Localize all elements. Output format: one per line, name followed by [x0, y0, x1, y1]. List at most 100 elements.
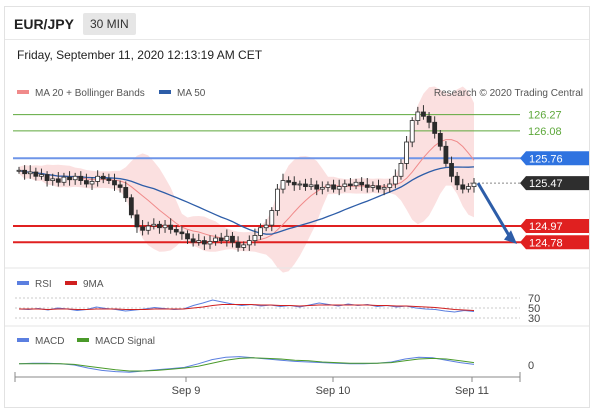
candle-up — [72, 175, 78, 181]
legend-swatch — [159, 90, 171, 94]
candle-up — [392, 175, 398, 185]
candle-up — [353, 181, 359, 187]
candle-down — [230, 235, 235, 243]
timeframe-button[interactable]: 30 MIN — [83, 13, 136, 35]
level-label-support: 124.97 — [529, 221, 563, 233]
candle-down — [218, 237, 224, 241]
candle-down — [303, 183, 308, 187]
legend-swatch — [77, 338, 89, 342]
candle-down — [432, 121, 438, 134]
candle-up — [370, 185, 376, 188]
candle-up — [27, 171, 33, 175]
level-label-resistance: 126.27 — [528, 110, 562, 122]
candle-down — [134, 214, 140, 228]
candle-up — [465, 186, 471, 190]
candle-down — [331, 184, 336, 190]
macd-line — [18, 356, 475, 373]
candle-up — [162, 224, 168, 229]
x-tick-label: Sep 9 — [172, 385, 201, 397]
level-label-support: 124.78 — [529, 237, 563, 249]
level-badge-last — [520, 176, 589, 191]
legend-swatch — [65, 281, 77, 285]
level-badge-support — [520, 219, 589, 233]
candle-down — [100, 175, 106, 180]
candle-down — [67, 176, 72, 181]
level-badge-pivot — [520, 151, 589, 166]
candle-up — [16, 169, 22, 172]
symbol-title: EUR/JPY — [14, 16, 74, 32]
candle-down — [449, 163, 454, 177]
candle-up — [145, 225, 151, 231]
legend-layer: MA 20 + Bollinger Bands MA 50 — [17, 88, 206, 99]
candle-down — [168, 224, 174, 230]
rsi-tick-label: 30 — [528, 313, 540, 325]
candle-down — [426, 115, 432, 123]
candle-up — [196, 240, 202, 243]
forecast-arrow-layer — [476, 182, 517, 244]
candle-up — [269, 210, 275, 226]
legend-label: RSI — [35, 279, 52, 290]
candle-up — [246, 240, 252, 246]
candle-up — [224, 235, 230, 241]
candle-down — [364, 184, 370, 188]
candle-up — [409, 120, 415, 143]
candle-up — [89, 181, 95, 185]
candle-up — [274, 188, 280, 211]
legend-label: MA 50 — [177, 88, 206, 99]
candle-down — [286, 180, 292, 183]
candle-up — [297, 183, 303, 186]
legend-swatch — [17, 90, 29, 94]
candle-down — [140, 226, 145, 231]
level-label-pivot: 125.76 — [529, 153, 563, 165]
legend-swatch — [17, 281, 29, 285]
legend-label: MACD Signal — [95, 336, 155, 347]
x-tick-label: Sep 10 — [316, 385, 351, 397]
rsi-tick-label: 70 — [528, 293, 540, 305]
candle-up — [415, 111, 421, 121]
candle-down — [128, 197, 134, 216]
candle-up — [325, 184, 331, 188]
candle-down — [235, 241, 241, 248]
candle-down — [437, 133, 443, 147]
level-labels-layer: 126.27 126.08 125.76 125.47 124.97 124.78 — [520, 110, 589, 250]
candle-up — [39, 174, 44, 177]
candle-up — [280, 180, 286, 190]
ma20-line — [18, 139, 475, 243]
candle-up — [381, 187, 387, 190]
chart-header: EUR/JPY 30 MIN — [5, 7, 589, 40]
candle-down — [173, 229, 179, 233]
candle-up — [471, 182, 477, 187]
candle-up — [387, 183, 393, 188]
candle-down — [78, 175, 84, 181]
macd-panel: MACD MACD Signal 0 — [17, 336, 534, 373]
candle-up — [213, 237, 219, 242]
candle-down — [22, 169, 28, 175]
ma50-line — [18, 166, 475, 235]
moving-averages-layer — [18, 139, 475, 243]
macd-signal-line — [19, 357, 475, 372]
candle-down — [112, 180, 117, 186]
candle-up — [398, 163, 404, 177]
candle-down — [44, 174, 50, 181]
candle-down — [179, 231, 185, 235]
candle-up — [241, 244, 247, 248]
level-label-resistance: 126.08 — [528, 126, 562, 138]
level-badge-support — [520, 235, 589, 250]
legend-label: MA 20 + Bollinger Bands — [35, 88, 145, 99]
candle-down — [55, 178, 61, 183]
legend-label: MACD — [35, 336, 64, 347]
forecast-arrow — [476, 182, 514, 242]
candle-up — [61, 176, 67, 183]
candle-down — [421, 111, 426, 117]
candle-down — [443, 145, 449, 164]
candle-up — [404, 141, 409, 164]
candle-up — [342, 183, 348, 187]
candle-down — [201, 240, 207, 245]
rsi-ma-line — [19, 304, 475, 311]
candle-down — [185, 233, 190, 240]
candle-down — [348, 183, 353, 187]
candle-down — [84, 180, 89, 185]
candle-up — [50, 178, 56, 181]
candle-up — [263, 224, 269, 229]
